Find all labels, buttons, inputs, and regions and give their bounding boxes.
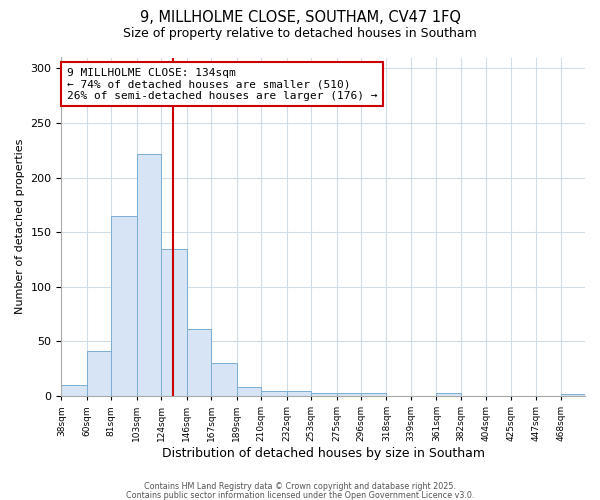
Text: 9, MILLHOLME CLOSE, SOUTHAM, CV47 1FQ: 9, MILLHOLME CLOSE, SOUTHAM, CV47 1FQ [139,10,461,25]
Bar [187,330,211,396]
Text: Contains HM Land Registry data © Crown copyright and database right 2025.: Contains HM Land Registry data © Crown c… [144,482,456,491]
Bar [112,216,137,396]
Text: 9 MILLHOLME CLOSE: 134sqm
← 74% of detached houses are smaller (510)
26% of semi: 9 MILLHOLME CLOSE: 134sqm ← 74% of detac… [67,68,377,101]
Bar [161,248,187,396]
X-axis label: Distribution of detached houses by size in Southam: Distribution of detached houses by size … [162,447,485,460]
Bar [287,390,311,396]
Bar [211,364,237,396]
Y-axis label: Number of detached properties: Number of detached properties [15,139,25,314]
Bar [87,352,112,396]
Bar [237,388,261,396]
Bar [311,393,337,396]
Text: Size of property relative to detached houses in Southam: Size of property relative to detached ho… [123,28,477,40]
Text: Contains public sector information licensed under the Open Government Licence v3: Contains public sector information licen… [126,490,474,500]
Bar [560,394,585,396]
Bar [261,390,287,396]
Bar [361,393,386,396]
Bar [61,385,87,396]
Bar [137,154,161,396]
Bar [436,393,461,396]
Bar [337,393,361,396]
